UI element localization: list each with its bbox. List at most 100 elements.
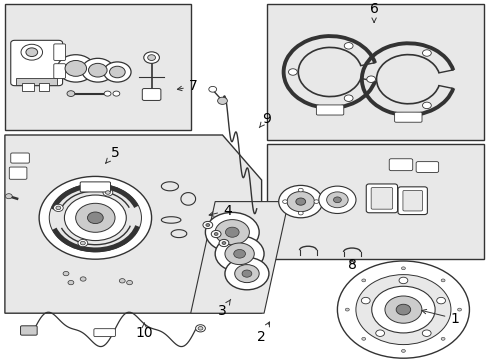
Text: 5: 5 (105, 146, 119, 163)
Circle shape (211, 230, 221, 238)
Circle shape (337, 261, 468, 358)
Circle shape (80, 241, 85, 245)
Circle shape (214, 233, 218, 235)
Circle shape (103, 189, 113, 196)
Circle shape (103, 62, 131, 82)
Circle shape (78, 239, 87, 247)
Circle shape (384, 296, 421, 323)
Text: 10: 10 (135, 323, 153, 340)
Circle shape (282, 200, 287, 203)
Circle shape (49, 184, 141, 252)
Circle shape (80, 277, 86, 281)
Circle shape (203, 221, 212, 229)
Bar (16, 78, 57, 85)
Text: 8: 8 (347, 258, 356, 271)
Text: 1: 1 (421, 310, 458, 325)
Circle shape (224, 243, 254, 265)
Circle shape (104, 91, 111, 96)
FancyBboxPatch shape (402, 190, 422, 211)
Circle shape (422, 330, 430, 337)
Circle shape (395, 304, 410, 315)
Circle shape (143, 52, 159, 63)
FancyBboxPatch shape (11, 40, 62, 86)
FancyBboxPatch shape (388, 159, 412, 171)
Circle shape (286, 192, 314, 212)
Circle shape (234, 265, 259, 283)
Circle shape (436, 297, 445, 304)
Circle shape (422, 50, 430, 56)
Text: 4: 4 (209, 204, 231, 217)
Circle shape (361, 297, 369, 304)
Circle shape (225, 227, 239, 237)
Bar (22, 83, 34, 91)
Circle shape (326, 192, 347, 208)
Circle shape (375, 330, 384, 337)
Circle shape (205, 224, 209, 226)
Circle shape (398, 277, 407, 284)
Circle shape (217, 97, 227, 104)
FancyBboxPatch shape (80, 182, 110, 192)
Circle shape (355, 275, 450, 345)
Circle shape (318, 186, 355, 213)
Circle shape (440, 337, 444, 340)
Text: 9: 9 (259, 112, 270, 128)
Circle shape (65, 60, 86, 76)
Circle shape (68, 280, 74, 285)
Circle shape (366, 76, 375, 82)
Circle shape (198, 327, 203, 330)
Circle shape (81, 58, 114, 82)
Circle shape (361, 279, 365, 282)
Circle shape (26, 48, 38, 57)
Text: 7: 7 (177, 80, 197, 93)
Polygon shape (190, 202, 288, 313)
Circle shape (298, 188, 303, 192)
FancyBboxPatch shape (11, 153, 29, 163)
Circle shape (88, 63, 107, 77)
Text: 6: 6 (369, 2, 378, 22)
Bar (5, 4, 190, 130)
Bar (39, 83, 49, 91)
Circle shape (422, 102, 430, 109)
Circle shape (295, 198, 305, 205)
Circle shape (208, 86, 216, 92)
Bar (266, 4, 483, 140)
Circle shape (147, 55, 155, 60)
Circle shape (56, 206, 61, 210)
Circle shape (215, 220, 249, 245)
Circle shape (345, 308, 348, 311)
Circle shape (313, 200, 318, 203)
Circle shape (371, 286, 434, 333)
Circle shape (105, 191, 110, 194)
Circle shape (126, 280, 132, 285)
Circle shape (440, 279, 444, 282)
FancyBboxPatch shape (397, 187, 427, 215)
Circle shape (344, 95, 352, 102)
Circle shape (21, 44, 42, 60)
Circle shape (219, 239, 228, 247)
Circle shape (288, 69, 297, 75)
Circle shape (401, 267, 405, 270)
FancyBboxPatch shape (370, 188, 392, 209)
FancyBboxPatch shape (142, 89, 161, 100)
Circle shape (215, 236, 264, 272)
FancyBboxPatch shape (366, 184, 397, 213)
Bar (266, 144, 483, 259)
FancyBboxPatch shape (9, 167, 27, 179)
Circle shape (57, 55, 94, 82)
Circle shape (222, 242, 225, 244)
Circle shape (39, 176, 151, 259)
Circle shape (87, 212, 103, 224)
Circle shape (242, 270, 251, 277)
Circle shape (53, 204, 63, 211)
Circle shape (401, 350, 405, 352)
FancyBboxPatch shape (394, 112, 421, 122)
Circle shape (109, 66, 125, 78)
Circle shape (224, 257, 268, 290)
FancyBboxPatch shape (54, 64, 65, 78)
Circle shape (76, 203, 115, 232)
FancyBboxPatch shape (20, 326, 37, 335)
Circle shape (5, 194, 12, 199)
Circle shape (64, 195, 126, 240)
Circle shape (233, 249, 245, 258)
Circle shape (63, 271, 69, 276)
